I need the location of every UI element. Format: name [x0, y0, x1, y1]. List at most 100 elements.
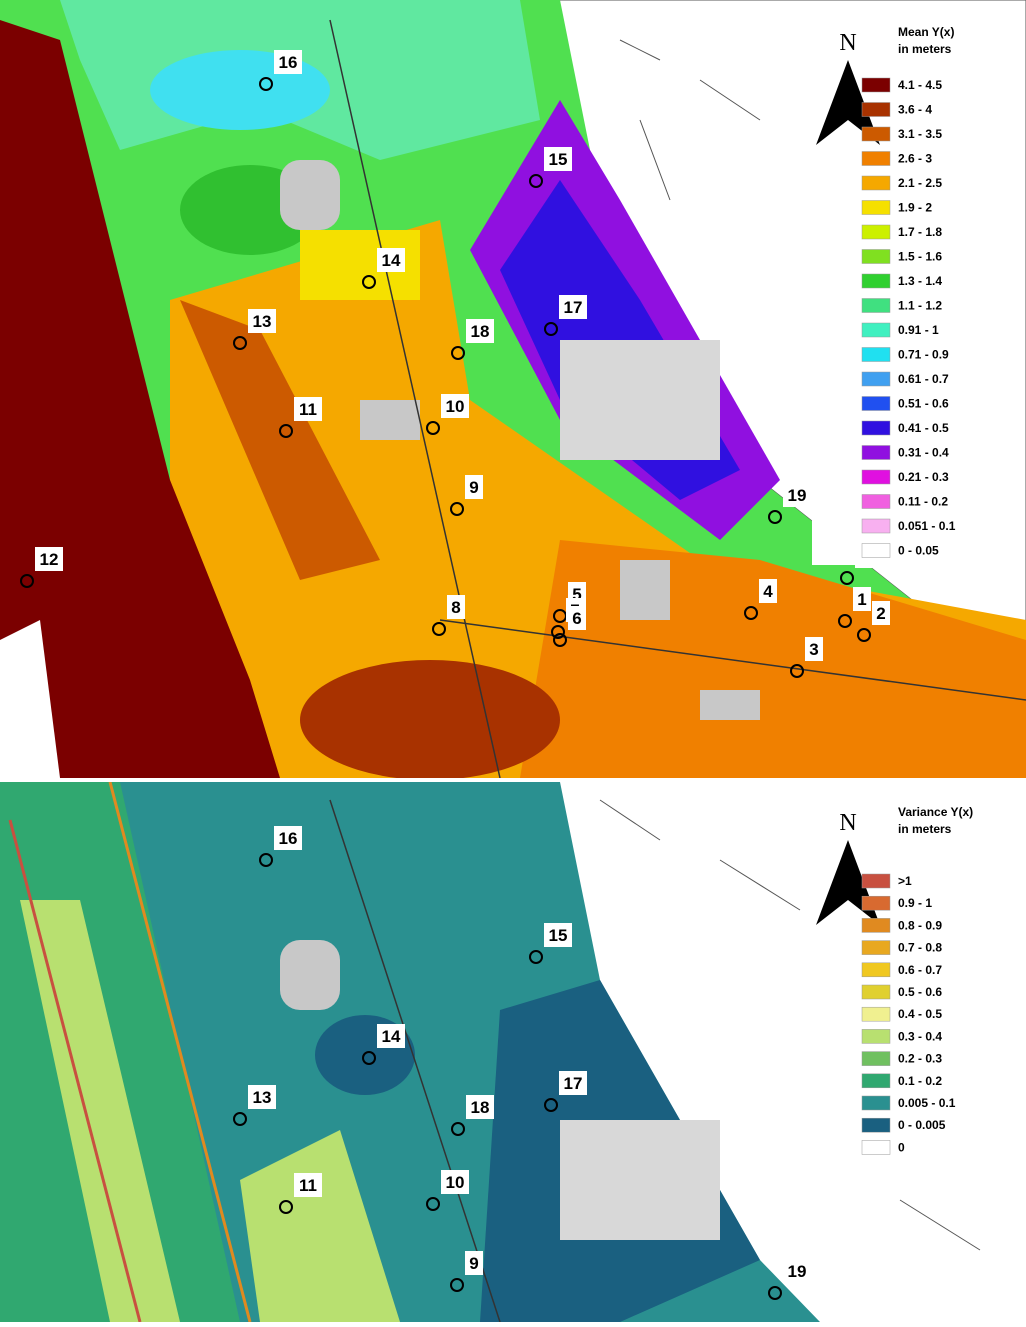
- site-label: 9: [469, 1254, 478, 1273]
- site-marker: [450, 1278, 464, 1292]
- site-label: 9: [469, 478, 478, 497]
- legend-swatch: [861, 347, 891, 362]
- legend-label: 0.51 - 0.6: [898, 397, 949, 411]
- site-label: 15: [549, 926, 568, 945]
- legend-swatch: [861, 102, 891, 117]
- site-label: 5: [572, 585, 581, 604]
- site-marker: [553, 633, 567, 647]
- legend-swatch: [861, 873, 891, 889]
- legend-swatch: [861, 918, 891, 933]
- site-label: 11: [299, 400, 317, 419]
- site-label-box: [544, 147, 572, 171]
- overlay: 1615141318171110919122057684123NMean Y(x…: [20, 20, 1024, 1300]
- site-marker: [259, 77, 273, 91]
- legend-label: 0.7 - 0.8: [898, 941, 942, 955]
- north-label: N: [839, 30, 856, 56]
- site-marker: [426, 421, 440, 435]
- legend-swatch: [861, 469, 891, 485]
- legend-title: in meters: [898, 42, 952, 56]
- site-marker: [529, 950, 543, 964]
- legend-label: 1.9 - 2: [898, 201, 932, 215]
- north-label: N: [839, 810, 856, 836]
- legend-swatch: [861, 77, 891, 93]
- legend-label: 0.5 - 0.6: [898, 985, 942, 999]
- site-marker: [768, 510, 782, 524]
- site-label-box: [248, 309, 276, 333]
- site-label-box: [274, 50, 302, 74]
- site-label: 10: [446, 397, 465, 416]
- site-marker: [233, 1112, 247, 1126]
- legend-swatch: [861, 371, 891, 387]
- site-label-box: [466, 1095, 494, 1119]
- site-marker: [259, 853, 273, 867]
- site-marker: [544, 322, 558, 336]
- site-label-box: [441, 394, 469, 418]
- site-marker: [279, 1200, 293, 1214]
- site-label-box: [447, 595, 465, 619]
- site-label: 18: [471, 1098, 490, 1117]
- site-label-box: [466, 319, 494, 343]
- site-label: 16: [279, 829, 298, 848]
- legend-title: in meters: [898, 822, 952, 836]
- legend-label: 3.1 - 3.5: [898, 127, 942, 141]
- legend-label: 0.91 - 1: [898, 323, 939, 337]
- legend-label: 0.8 - 0.9: [898, 918, 942, 932]
- legend-swatch: [861, 298, 891, 313]
- site-label: 8: [451, 598, 460, 617]
- legend-swatch: [861, 1117, 891, 1133]
- site-marker: [840, 571, 854, 585]
- legend-swatch: [861, 224, 891, 240]
- legend-label: 3.6 - 4: [898, 103, 932, 117]
- legend-swatch: [861, 984, 891, 1000]
- legend-swatch: [861, 543, 891, 558]
- legend-swatch: [861, 1095, 891, 1111]
- site-label: 18: [471, 322, 490, 341]
- legend-label: 0.4 - 0.5: [898, 1007, 942, 1021]
- legend-swatch: [861, 420, 891, 436]
- site-marker: [544, 1098, 558, 1112]
- legend-swatch: [861, 1029, 891, 1044]
- legend-swatch: [861, 175, 891, 191]
- site-label: 14: [382, 1027, 401, 1046]
- legend-swatch: [861, 895, 891, 911]
- legend-label: 0.41 - 0.5: [898, 421, 949, 435]
- site-label: 14: [382, 251, 401, 270]
- site-label: 15: [549, 150, 568, 169]
- site-label-box: [248, 1085, 276, 1109]
- legend-label: 1.3 - 1.4: [898, 274, 942, 288]
- legend-swatch: [861, 940, 891, 955]
- site-marker: [529, 174, 543, 188]
- site-marker: [362, 1051, 376, 1065]
- site-marker: [362, 275, 376, 289]
- legend-label: 1.1 - 1.2: [898, 299, 942, 313]
- site-label: 13: [253, 1088, 272, 1107]
- site-label-box: [294, 397, 322, 421]
- site-marker: [20, 574, 34, 588]
- legend-label: 0.3 - 0.4: [898, 1029, 942, 1043]
- site-label: 2: [876, 604, 885, 623]
- legend-label: 4.1 - 4.5: [898, 78, 942, 92]
- legend-label: 1.7 - 1.8: [898, 225, 942, 239]
- legend-swatch: [861, 126, 891, 142]
- site-label: 17: [564, 1074, 583, 1093]
- site-label: 12: [40, 550, 59, 569]
- legend-swatch: [861, 1006, 891, 1022]
- legend-label: 0 - 0.05: [898, 544, 939, 558]
- site-label-box: [783, 483, 811, 507]
- site-label: 6: [572, 609, 581, 628]
- site-label: 19: [788, 1262, 807, 1281]
- site-label: 16: [279, 53, 298, 72]
- legend-label: >1: [898, 874, 912, 888]
- legend-swatch: [861, 518, 891, 534]
- legend-label: 0.051 - 0.1: [898, 519, 956, 533]
- site-label-box: [465, 475, 483, 499]
- site-label-box: [35, 547, 63, 571]
- legend-label: 0.005 - 0.1: [898, 1096, 956, 1110]
- site-marker: [233, 336, 247, 350]
- legend-label: 0.9 - 1: [898, 896, 932, 910]
- site-label-box: [559, 1071, 587, 1095]
- site-label-box: [559, 295, 587, 319]
- legend-label: 0.71 - 0.9: [898, 348, 949, 362]
- site-label-box: [872, 601, 890, 625]
